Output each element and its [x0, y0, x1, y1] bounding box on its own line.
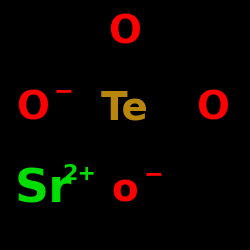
Text: o: o [112, 171, 138, 209]
Text: −: − [54, 79, 74, 103]
Text: Sr: Sr [15, 168, 72, 212]
Text: O: O [108, 14, 142, 52]
Text: O: O [16, 90, 49, 128]
Text: 2+: 2+ [62, 164, 96, 184]
Text: Te: Te [101, 90, 149, 128]
Text: O: O [196, 90, 229, 128]
Text: −: − [144, 162, 164, 186]
